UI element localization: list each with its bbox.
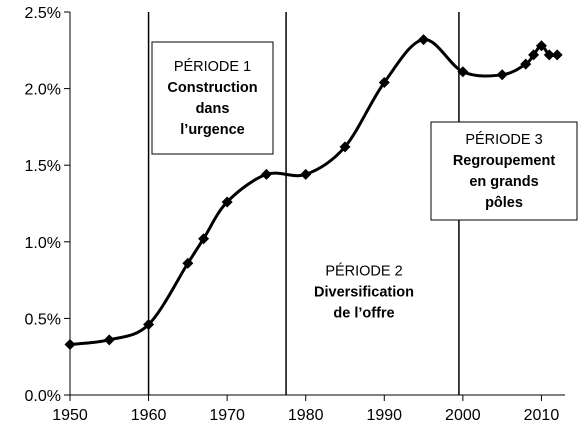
period-2-box: PÉRIODE 2 Diversification de l’offre [314, 263, 414, 322]
data-point-marker [418, 34, 430, 46]
data-point-marker [457, 66, 469, 78]
period-annotations: PÉRIODE 1Constructiondansl’urgencePÉRIOD… [151, 41, 578, 322]
data-point-marker [543, 49, 555, 61]
y-tick-label: 2.5% [25, 5, 61, 22]
data-point-marker [378, 76, 390, 88]
annotation-border [430, 121, 578, 221]
y-axis-ticks: 0.0% 0.5% 1.0% 1.5% 2.0% 2.5% [25, 5, 70, 405]
data-point-marker [300, 168, 312, 180]
x-tick-label: 1980 [288, 407, 324, 424]
period-3-box: PÉRIODE 3 Regroupement en grands pôles [430, 121, 578, 221]
x-tick-label: 1950 [52, 407, 88, 424]
data-point-marker [520, 58, 532, 70]
x-tick-label: 1990 [366, 407, 402, 424]
y-tick-label: 2.0% [25, 82, 61, 99]
annotation-title: PÉRIODE 3 [465, 131, 542, 148]
x-tick-label: 1960 [131, 407, 167, 424]
x-tick-label: 2010 [524, 407, 560, 424]
data-point-marker [528, 49, 540, 61]
y-tick-label: 1.0% [25, 235, 61, 252]
data-point-marker [535, 40, 547, 52]
annotation-text: Diversification [314, 285, 414, 301]
annotation-text: Regroupement [453, 153, 555, 169]
annotation-text: de l’offre [333, 306, 394, 322]
annotation-text: Construction [167, 80, 257, 96]
data-point-marker [64, 338, 76, 350]
data-point-marker [103, 334, 115, 346]
data-point-marker [198, 233, 210, 245]
y-tick-label: 0.5% [25, 311, 61, 328]
y-tick-label: 1.5% [25, 158, 61, 175]
period-1-box: PÉRIODE 1 Construction dans l’urgence [151, 41, 274, 155]
x-tick-label: 2000 [445, 407, 481, 424]
x-tick-label: 1970 [209, 407, 245, 424]
annotation-text: dans [196, 101, 230, 117]
data-point-marker [260, 168, 272, 180]
x-axis-ticks: 1950 1960 1970 1980 1990 2000 2010 [52, 395, 559, 424]
annotation-text: pôles [485, 195, 523, 211]
y-tick-label: 0.0% [25, 388, 61, 405]
annotation-title: PÉRIODE 1 [174, 58, 251, 75]
annotation-title: PÉRIODE 2 [325, 263, 402, 280]
data-point-marker [221, 196, 233, 208]
data-point-marker [339, 141, 351, 153]
data-point-marker [143, 319, 155, 331]
series-markers [64, 34, 563, 350]
annotation-text: en grands [469, 174, 538, 190]
data-point-marker [182, 257, 194, 269]
annotation-border [151, 41, 274, 155]
annotation-text: l’urgence [180, 122, 244, 138]
data-point-marker [496, 69, 508, 81]
data-point-marker [551, 49, 563, 61]
